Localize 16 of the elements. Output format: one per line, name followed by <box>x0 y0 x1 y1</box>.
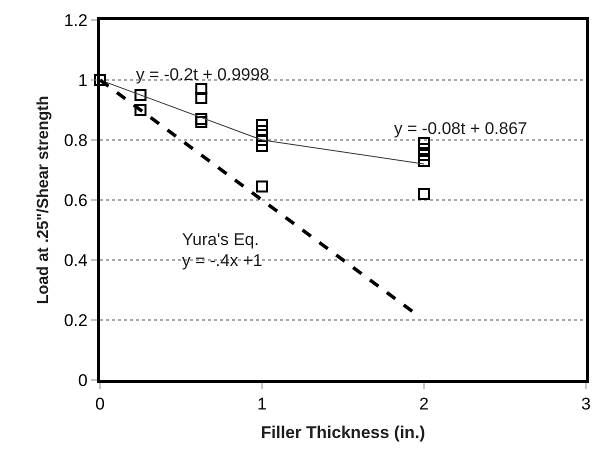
y-tick-label: 1.2 <box>64 10 88 30</box>
y-axis-title: Load at .25"/Shear strength <box>34 96 52 304</box>
x-tick-label: 1 <box>257 394 267 414</box>
annotation: y = -0.08t + 0.867 <box>394 119 528 138</box>
y-tick-label: 0.6 <box>64 190 88 210</box>
y-tick-label: 0.2 <box>64 310 88 330</box>
x-tick-label: 2 <box>419 394 429 414</box>
y-tick-label: 0.4 <box>64 250 88 270</box>
y-tick-label: 0 <box>78 370 88 390</box>
x-axis-title: Filler Thickness (in.) <box>260 422 426 442</box>
annotation: Yura's Eq. <box>182 230 259 249</box>
annotation: y = -0.2t + 0.9998 <box>136 65 270 84</box>
y-tick-label: 1 <box>78 70 88 90</box>
x-tick-label: 3 <box>581 394 591 414</box>
y-tick-label: 0.8 <box>64 130 88 150</box>
x-tick-label: 0 <box>95 394 105 414</box>
